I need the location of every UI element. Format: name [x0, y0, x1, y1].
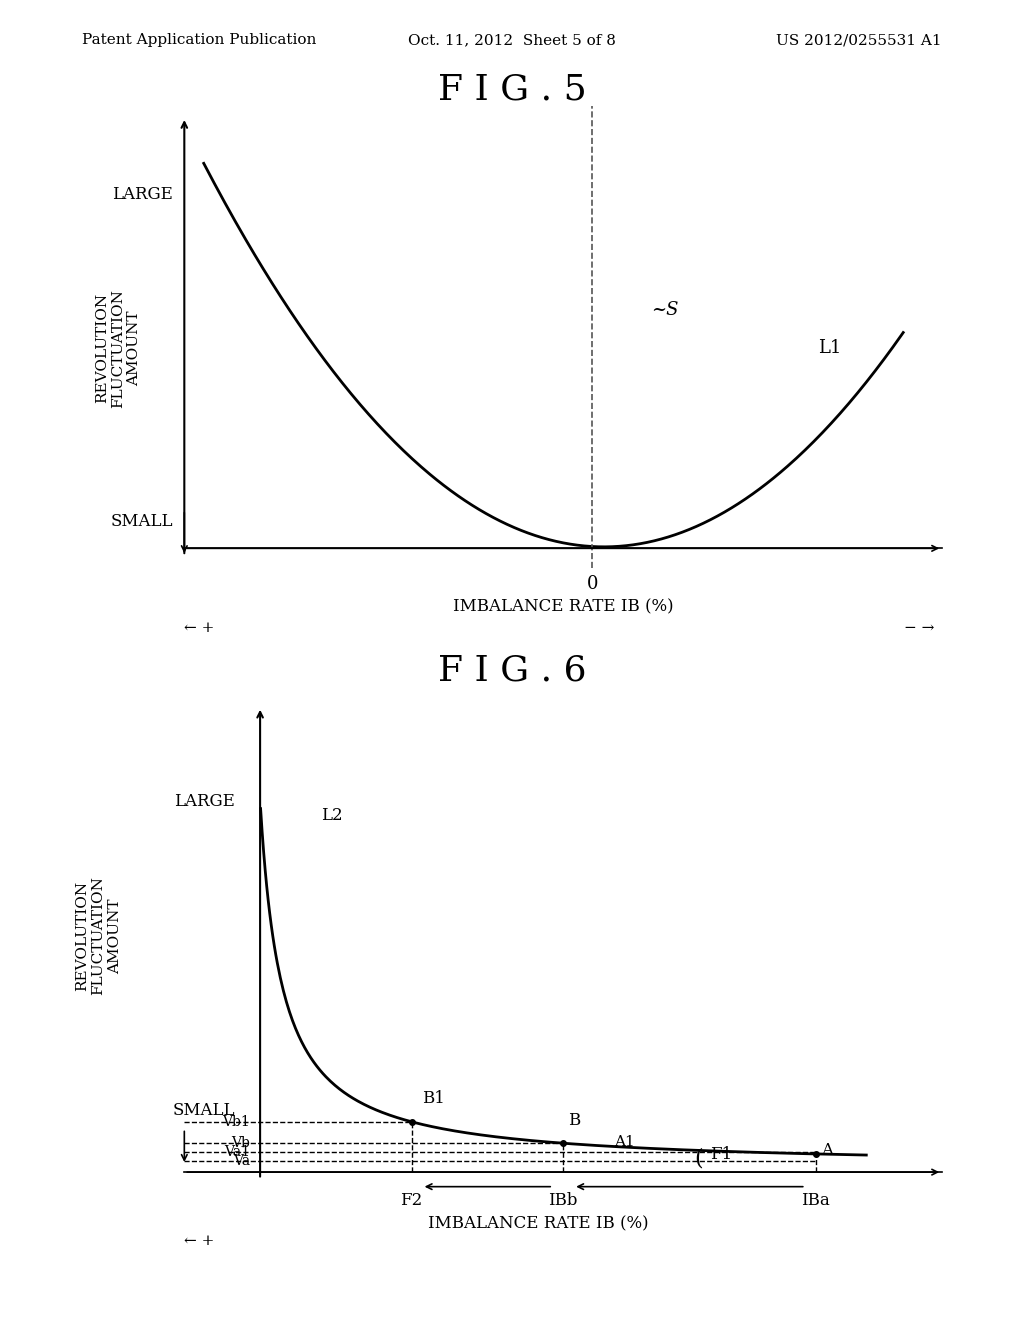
- Text: F1: F1: [710, 1146, 732, 1163]
- Text: LARGE: LARGE: [112, 186, 173, 203]
- Text: Vb1: Vb1: [222, 1115, 250, 1129]
- Text: A1: A1: [613, 1135, 635, 1148]
- Text: ~S: ~S: [650, 301, 678, 318]
- Text: IMBALANCE RATE IB (%): IMBALANCE RATE IB (%): [453, 598, 674, 615]
- Text: REVOLUTION
FLUCTUATION
AMOUNT: REVOLUTION FLUCTUATION AMOUNT: [95, 289, 141, 408]
- Text: F2: F2: [400, 1192, 423, 1209]
- Text: B: B: [568, 1111, 581, 1129]
- Text: Va1: Va1: [224, 1146, 250, 1159]
- Text: L1: L1: [818, 339, 841, 358]
- Text: Patent Application Publication: Patent Application Publication: [82, 33, 316, 48]
- Text: − →: − →: [904, 622, 934, 635]
- Text: REVOLUTION
FLUCTUATION
AMOUNT: REVOLUTION FLUCTUATION AMOUNT: [75, 876, 122, 995]
- Text: F I G . 5: F I G . 5: [437, 73, 587, 107]
- Text: B1: B1: [422, 1090, 444, 1107]
- Text: SMALL: SMALL: [111, 513, 173, 529]
- Text: SMALL: SMALL: [172, 1102, 234, 1119]
- Text: US 2012/0255531 A1: US 2012/0255531 A1: [776, 33, 942, 48]
- Text: IMBALANCE RATE IB (%): IMBALANCE RATE IB (%): [428, 1216, 648, 1233]
- Text: L2: L2: [321, 808, 342, 825]
- Text: (: (: [694, 1148, 703, 1170]
- Text: 0: 0: [587, 576, 598, 593]
- Text: Vb: Vb: [231, 1137, 250, 1150]
- Text: IBb: IBb: [549, 1192, 578, 1209]
- Text: Oct. 11, 2012  Sheet 5 of 8: Oct. 11, 2012 Sheet 5 of 8: [408, 33, 616, 48]
- Text: ← +: ← +: [184, 622, 215, 635]
- Text: F I G . 6: F I G . 6: [437, 653, 587, 688]
- Text: ← +: ← +: [184, 1234, 215, 1247]
- Text: Va: Va: [232, 1155, 250, 1168]
- Text: LARGE: LARGE: [174, 793, 234, 810]
- Text: IBa: IBa: [802, 1192, 830, 1209]
- Text: A: A: [821, 1142, 833, 1159]
